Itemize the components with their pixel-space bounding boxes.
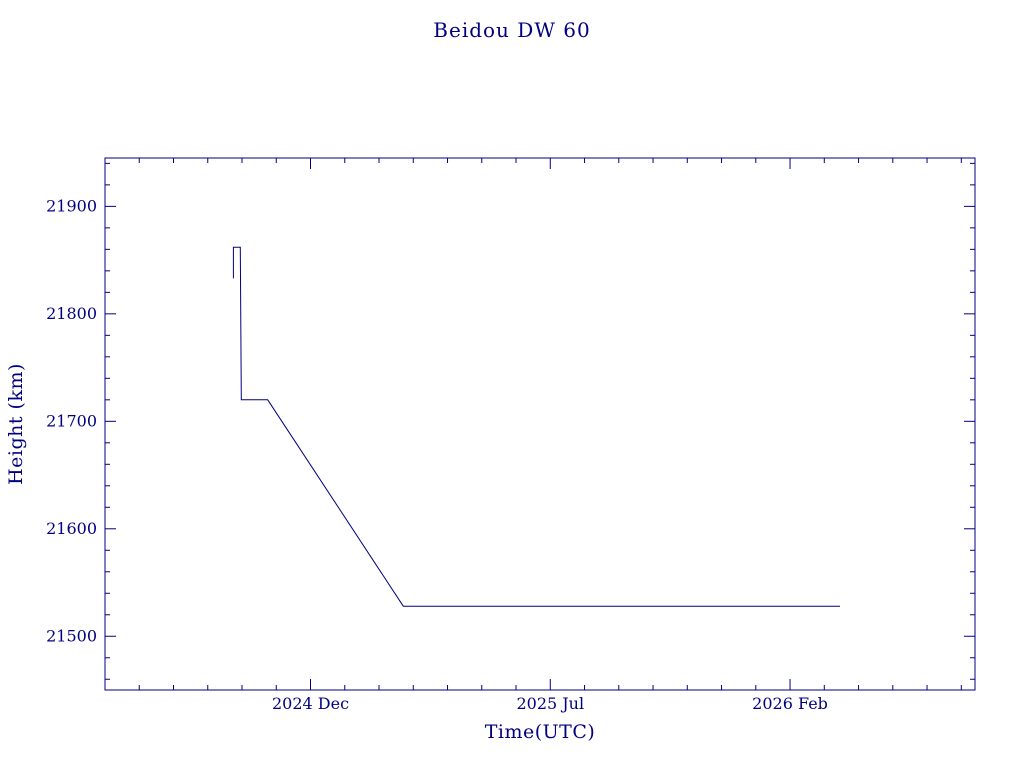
y-tick-label: 21700 bbox=[46, 411, 97, 430]
axis-ticks bbox=[105, 158, 975, 690]
x-tick-label: 2026 Feb bbox=[752, 694, 828, 713]
chart-title: Beidou DW 60 bbox=[433, 18, 590, 42]
x-tick-label: 2024 Dec bbox=[272, 694, 349, 713]
plot-frame bbox=[104, 157, 976, 691]
y-axis-label: Height (km) bbox=[5, 363, 27, 485]
y-tick-label: 21800 bbox=[46, 304, 97, 323]
x-axis-label: Time(UTC) bbox=[485, 721, 596, 743]
y-tick-label: 21900 bbox=[46, 196, 97, 215]
x-tick-label: 2025 Jul bbox=[516, 694, 584, 713]
y-tick-label: 21600 bbox=[46, 519, 97, 538]
height-series-line bbox=[232, 246, 840, 607]
axis-tick-labels: 2024 Dec 2025 Jul 2026 Feb 21500 21600 21700 2… bbox=[46, 196, 828, 713]
y-tick-label: 21500 bbox=[46, 626, 97, 645]
